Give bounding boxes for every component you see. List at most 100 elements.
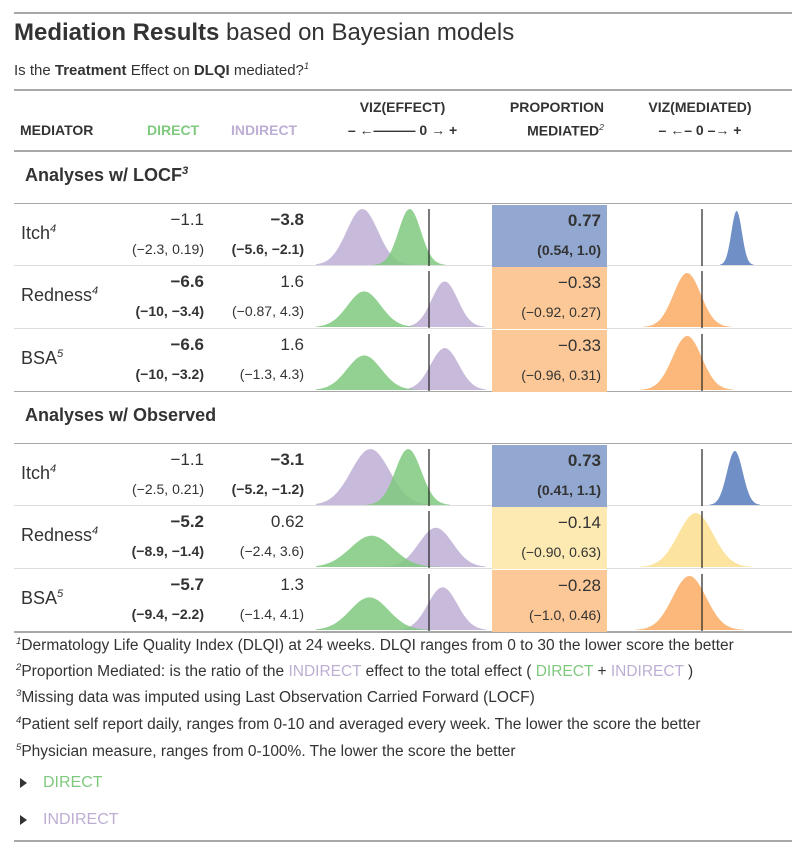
header-direct: DIRECT: [147, 122, 200, 138]
header-viz-mediated: VIZ(MEDIATED): [648, 99, 752, 115]
proportion-mediated-cell: −0.28 (−1.0, 0.46): [492, 570, 607, 632]
header-indirect: INDIRECT: [231, 122, 298, 138]
top-rule: [14, 12, 792, 14]
group2-rule: [14, 443, 792, 444]
group1-rule: [14, 203, 792, 204]
group-rule: [14, 391, 792, 392]
indirect-ci: (−5.2, −1.2): [231, 481, 304, 497]
group-label-locf: Analyses w/ LOCF3: [25, 165, 189, 185]
indirect-estimate: 1.3: [280, 575, 304, 594]
row-rule: [14, 328, 792, 329]
group-label-observed: Analyses w/ Observed: [25, 405, 217, 425]
indirect-density: [403, 281, 486, 327]
indirect-density: [316, 449, 433, 505]
header-mediated: MEDIATED2: [527, 122, 604, 139]
legend-direct-toggle[interactable]: DIRECT: [20, 774, 103, 792]
mediated-density-viz: [701, 449, 761, 506]
proportion-estimate: −0.33: [557, 336, 601, 355]
mediated-density: [643, 273, 731, 327]
proportion-ci: (0.41, 1.1): [537, 482, 601, 498]
proportion-mediated-cell: −0.33 (−0.96, 0.31): [492, 330, 607, 392]
row-rule: [14, 505, 792, 506]
row-rule: [14, 568, 792, 569]
direct-density: [316, 355, 419, 390]
mediated-density-viz: [701, 209, 754, 266]
indirect-density: [381, 527, 486, 567]
proportion-ci: (−0.90, 0.63): [521, 544, 601, 560]
footnote-1: 1Dermatology Life Quality Index (DLQI) a…: [16, 636, 734, 655]
effect-density-viz: [316, 334, 486, 391]
direct-estimate: −1.1: [170, 450, 204, 469]
indirect-estimate: −3.8: [270, 210, 304, 229]
proportion-estimate: 0.73: [567, 451, 601, 470]
indirect-estimate: −3.1: [270, 450, 304, 469]
indirect-density: [395, 587, 486, 630]
indirect-estimate: 0.62: [270, 512, 304, 531]
proportion-ci: (−0.92, 0.27): [521, 304, 601, 320]
row-rule: [14, 265, 792, 266]
effect-density-viz: [316, 271, 486, 328]
header-mediator: MEDIATOR: [20, 122, 94, 138]
header-viz-effect: VIZ(EFFECT): [359, 99, 446, 115]
effect-density-viz: [316, 574, 486, 631]
indirect-ci: (−0.87, 4.3): [232, 303, 304, 319]
direct-density: [316, 597, 431, 630]
header-top-rule: [14, 89, 792, 91]
mediated-density: [640, 336, 734, 390]
indirect-estimate: 1.6: [280, 335, 304, 354]
direct-ci: (−2.3, 0.19): [132, 241, 204, 257]
mediator-label: Redness4: [21, 285, 99, 305]
proportion-mediated-cell: 0.77 (0.54, 1.0): [492, 205, 607, 267]
page-subtitle: Is the Treatment Effect on DLQI mediated…: [14, 61, 310, 79]
direct-estimate: −6.6: [170, 272, 204, 291]
footnote-2: 2Proportion Mediated: is the ratio of th…: [16, 662, 694, 681]
proportion-estimate: 0.77: [567, 211, 601, 230]
proportion-estimate: −0.14: [557, 513, 601, 532]
mediated-density-viz: [640, 334, 734, 391]
direct-ci: (−10, −3.2): [135, 366, 205, 382]
proportion-mediated-cell: 0.73 (0.41, 1.1): [492, 445, 607, 507]
direct-ci: (−10, −3.4): [135, 303, 205, 319]
direct-density: [374, 209, 446, 265]
mediated-density-viz: [639, 511, 752, 568]
mediated-density: [635, 576, 744, 630]
mediator-label: BSA5: [21, 348, 64, 368]
direct-density: [316, 291, 418, 327]
proportion-ci: (0.54, 1.0): [537, 242, 601, 258]
mediated-density: [639, 513, 752, 567]
indirect-ci: (−2.4, 3.6): [239, 543, 304, 559]
effect-density-viz: [316, 449, 451, 506]
direct-ci: (−2.5, 0.21): [132, 481, 204, 497]
proportion-ci: (−0.96, 0.31): [521, 367, 601, 383]
direct-ci: (−9.4, −2.2): [131, 606, 204, 622]
footnote-5: 5Physician measure, ranges from 0-100%. …: [16, 742, 516, 761]
indirect-ci: (−5.6, −2.1): [231, 241, 304, 257]
proportion-mediated-cell: −0.33 (−0.92, 0.27): [492, 267, 607, 329]
direct-density: [316, 535, 440, 567]
header-viz-effect-axis: – ←——— 0 → +: [347, 122, 458, 138]
direct-ci: (−8.9, −1.4): [131, 543, 204, 559]
expand-triangle-icon: [20, 777, 27, 788]
indirect-density: [316, 209, 413, 265]
mediator-label: Itch4: [21, 463, 57, 483]
footnote-3: 3Missing data was imputed using Last Obs…: [16, 688, 535, 707]
indirect-density: [399, 348, 486, 390]
mediator-label: Itch4: [21, 223, 57, 243]
direct-estimate: −1.1: [170, 210, 204, 229]
direct-estimate: −5.2: [170, 512, 204, 531]
proportion-mediated-cell: −0.14 (−0.90, 0.63): [492, 507, 607, 569]
effect-density-viz: [316, 511, 486, 568]
proportion-estimate: −0.28: [557, 576, 601, 595]
proportion-ci: (−1.0, 0.46): [529, 607, 601, 623]
proportion-estimate: −0.33: [557, 273, 601, 292]
indirect-ci: (−1.3, 4.3): [239, 366, 304, 382]
header-proportion: PROPORTION: [509, 99, 604, 115]
header-viz-mediated-axis: – ←– 0 –→ +: [658, 122, 742, 138]
legend-indirect-toggle[interactable]: INDIRECT: [20, 811, 119, 829]
direct-estimate: −6.6: [170, 335, 204, 354]
table-bottom-rule: [14, 631, 792, 633]
mediated-density: [719, 211, 754, 265]
footer-rule: [14, 840, 792, 842]
mediator-label: Redness4: [21, 525, 99, 545]
indirect-estimate: 1.6: [280, 272, 304, 291]
